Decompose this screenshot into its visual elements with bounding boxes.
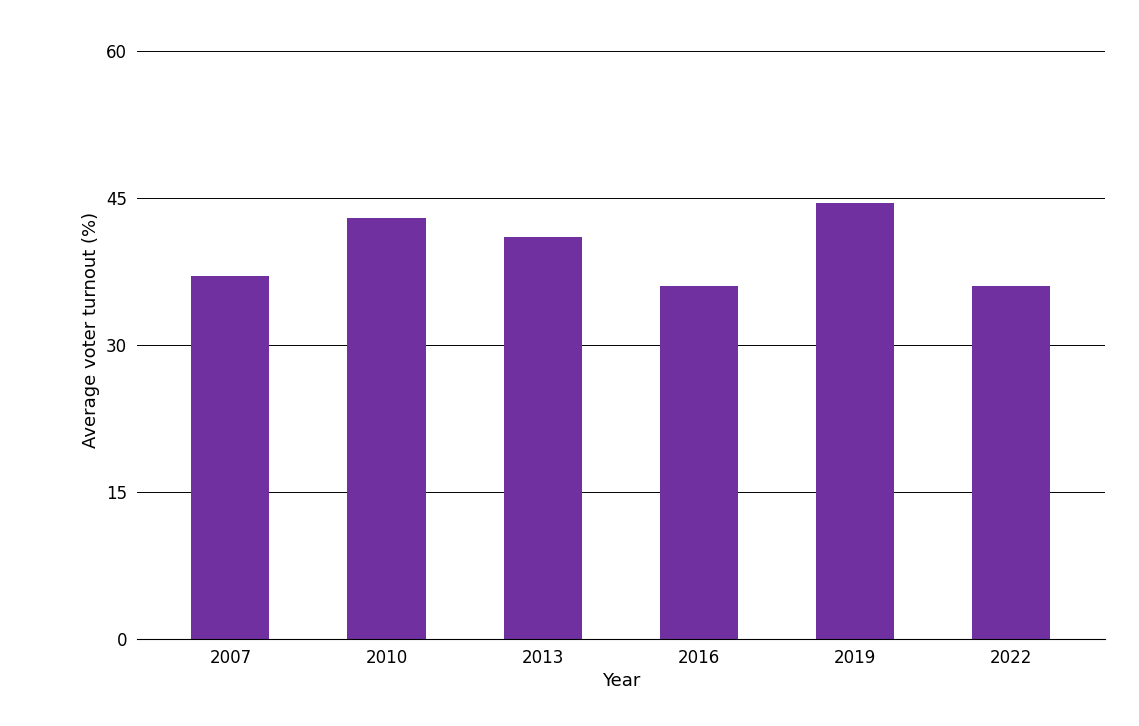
X-axis label: Year: Year — [601, 672, 640, 690]
Bar — [347, 218, 426, 639]
Bar — [659, 286, 738, 639]
Y-axis label: Average voter turnout (%): Average voter turnout (%) — [82, 212, 100, 449]
Bar — [503, 237, 582, 639]
Bar — [972, 286, 1050, 639]
Bar — [816, 203, 894, 639]
Bar — [191, 277, 270, 639]
